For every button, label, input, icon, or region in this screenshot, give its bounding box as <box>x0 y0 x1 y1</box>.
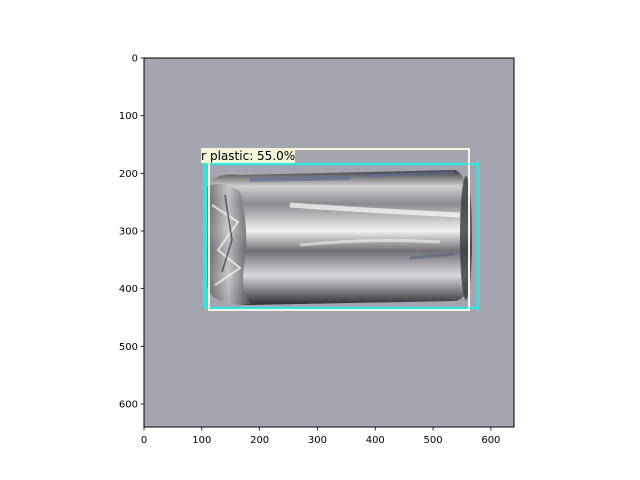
detection-label-background <box>208 148 295 163</box>
y-tick-label: 400 <box>119 284 138 295</box>
x-axis: 0 100 200 300 400 500 600 <box>141 427 500 446</box>
y-tick-label: 600 <box>119 399 138 410</box>
can-crushed-end <box>204 184 252 305</box>
can-photo <box>204 170 473 305</box>
y-tick-label: 300 <box>119 226 138 237</box>
clipped-label-background <box>201 148 209 163</box>
x-tick-label: 600 <box>481 435 500 446</box>
clipped-label-text: r <box>201 149 206 163</box>
y-axis: 0 100 200 300 400 500 600 <box>119 54 144 410</box>
x-tick-label: 0 <box>141 435 147 446</box>
y-tick-label: 200 <box>119 169 138 180</box>
detection-label: plastic: 55.0% <box>210 149 295 163</box>
detection-box-cyan <box>203 150 480 310</box>
x-tick-label: 100 <box>192 435 211 446</box>
x-tick-label: 500 <box>424 435 443 446</box>
x-tick-label: 400 <box>366 435 385 446</box>
axes-frame <box>143 57 515 428</box>
y-tick-label: 500 <box>119 342 138 353</box>
x-tick-label: 200 <box>250 435 269 446</box>
x-tick-label: 300 <box>308 435 327 446</box>
y-tick-label: 100 <box>119 111 138 122</box>
y-tick-label: 0 <box>132 54 138 65</box>
can-body <box>205 170 473 305</box>
detection-box-plastic <box>208 148 470 311</box>
